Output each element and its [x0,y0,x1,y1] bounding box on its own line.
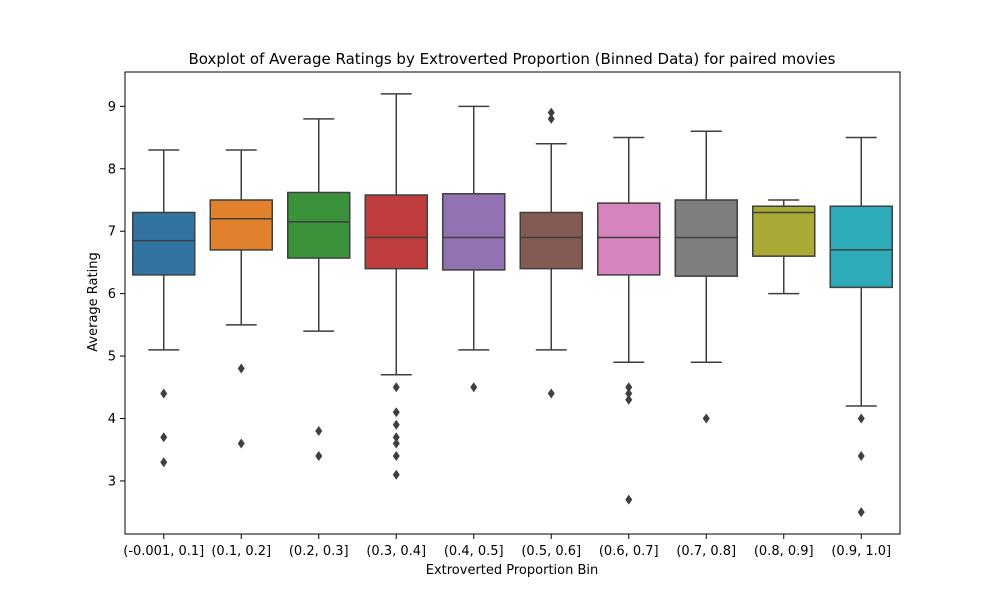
y-tick-label: 6 [108,287,116,302]
outlier-point [237,438,245,449]
box-group [674,130,738,424]
outlier-point [392,382,400,393]
outlier-point [857,507,865,518]
y-tick-label: 5 [108,350,116,365]
x-tick-label: (0.1, 0.2] [211,544,271,559]
box [752,205,816,257]
y-tick-label: 9 [108,100,116,115]
outlier-point [857,413,865,424]
outlier-point [392,450,400,461]
outlier-point [625,394,633,405]
outlier-point [392,469,400,480]
outlier-point [625,388,633,399]
box-group [829,136,893,518]
box [209,199,273,251]
outlier-point [160,388,168,399]
box [442,192,506,271]
x-axis-label: Extroverted Proportion Bin [426,563,599,578]
outlier-point [237,363,245,374]
box-group [519,107,583,399]
box-group [209,149,273,449]
plot-frame [124,71,901,535]
box-group [442,105,506,393]
outlier-point [470,382,478,393]
outlier-point [392,438,400,449]
box [519,211,583,270]
x-tick-label: (0.6, 0.7] [599,544,659,559]
x-tick-label: (0.4, 0.5] [444,544,504,559]
outlier-point [857,450,865,461]
y-tick-label: 4 [108,412,116,427]
outlier-point [547,113,555,124]
outlier-point [315,450,323,461]
y-tick-label: 8 [108,162,116,177]
box [829,205,893,289]
box [132,211,196,276]
y-tick-label: 3 [108,474,116,489]
outlier-point [547,388,555,399]
box [364,194,428,270]
x-tick-label: (0.2, 0.3] [289,544,349,559]
x-tick-label: (0.9, 1.0] [831,544,891,559]
box-group [752,199,816,295]
outlier-point [392,432,400,443]
y-tick-label: 7 [108,225,116,240]
outlier-point [625,382,633,393]
outlier-point [315,425,323,436]
outlier-point [392,407,400,418]
plot-area: 3 4 5 6 7 8 9 (-0.001, 0.1] (0.1, 0.2] (0.2, 0.3]… [108,93,893,559]
x-tick-label: (0.7, 0.8] [676,544,736,559]
chart-title: Boxplot of Average Ratings by Extroverte… [189,50,836,68]
box [597,202,661,276]
y-axis-label: Average Rating [86,252,101,351]
outlier-point [547,107,555,118]
outlier-point [160,432,168,443]
box-group [132,149,196,468]
outlier-point [625,494,633,505]
x-tick-label: (-0.001, 0.1] [123,544,204,559]
box-group [597,136,661,505]
x-tick-label: (0.3, 0.4] [366,544,426,559]
x-tick-label: (0.5, 0.6] [521,544,581,559]
box-group [287,118,351,461]
outlier-point [702,413,710,424]
box [287,191,351,259]
x-tick-label: (0.8, 0.9] [754,544,814,559]
outlier-point [160,457,168,468]
box-group [364,93,428,480]
outlier-point [392,419,400,430]
